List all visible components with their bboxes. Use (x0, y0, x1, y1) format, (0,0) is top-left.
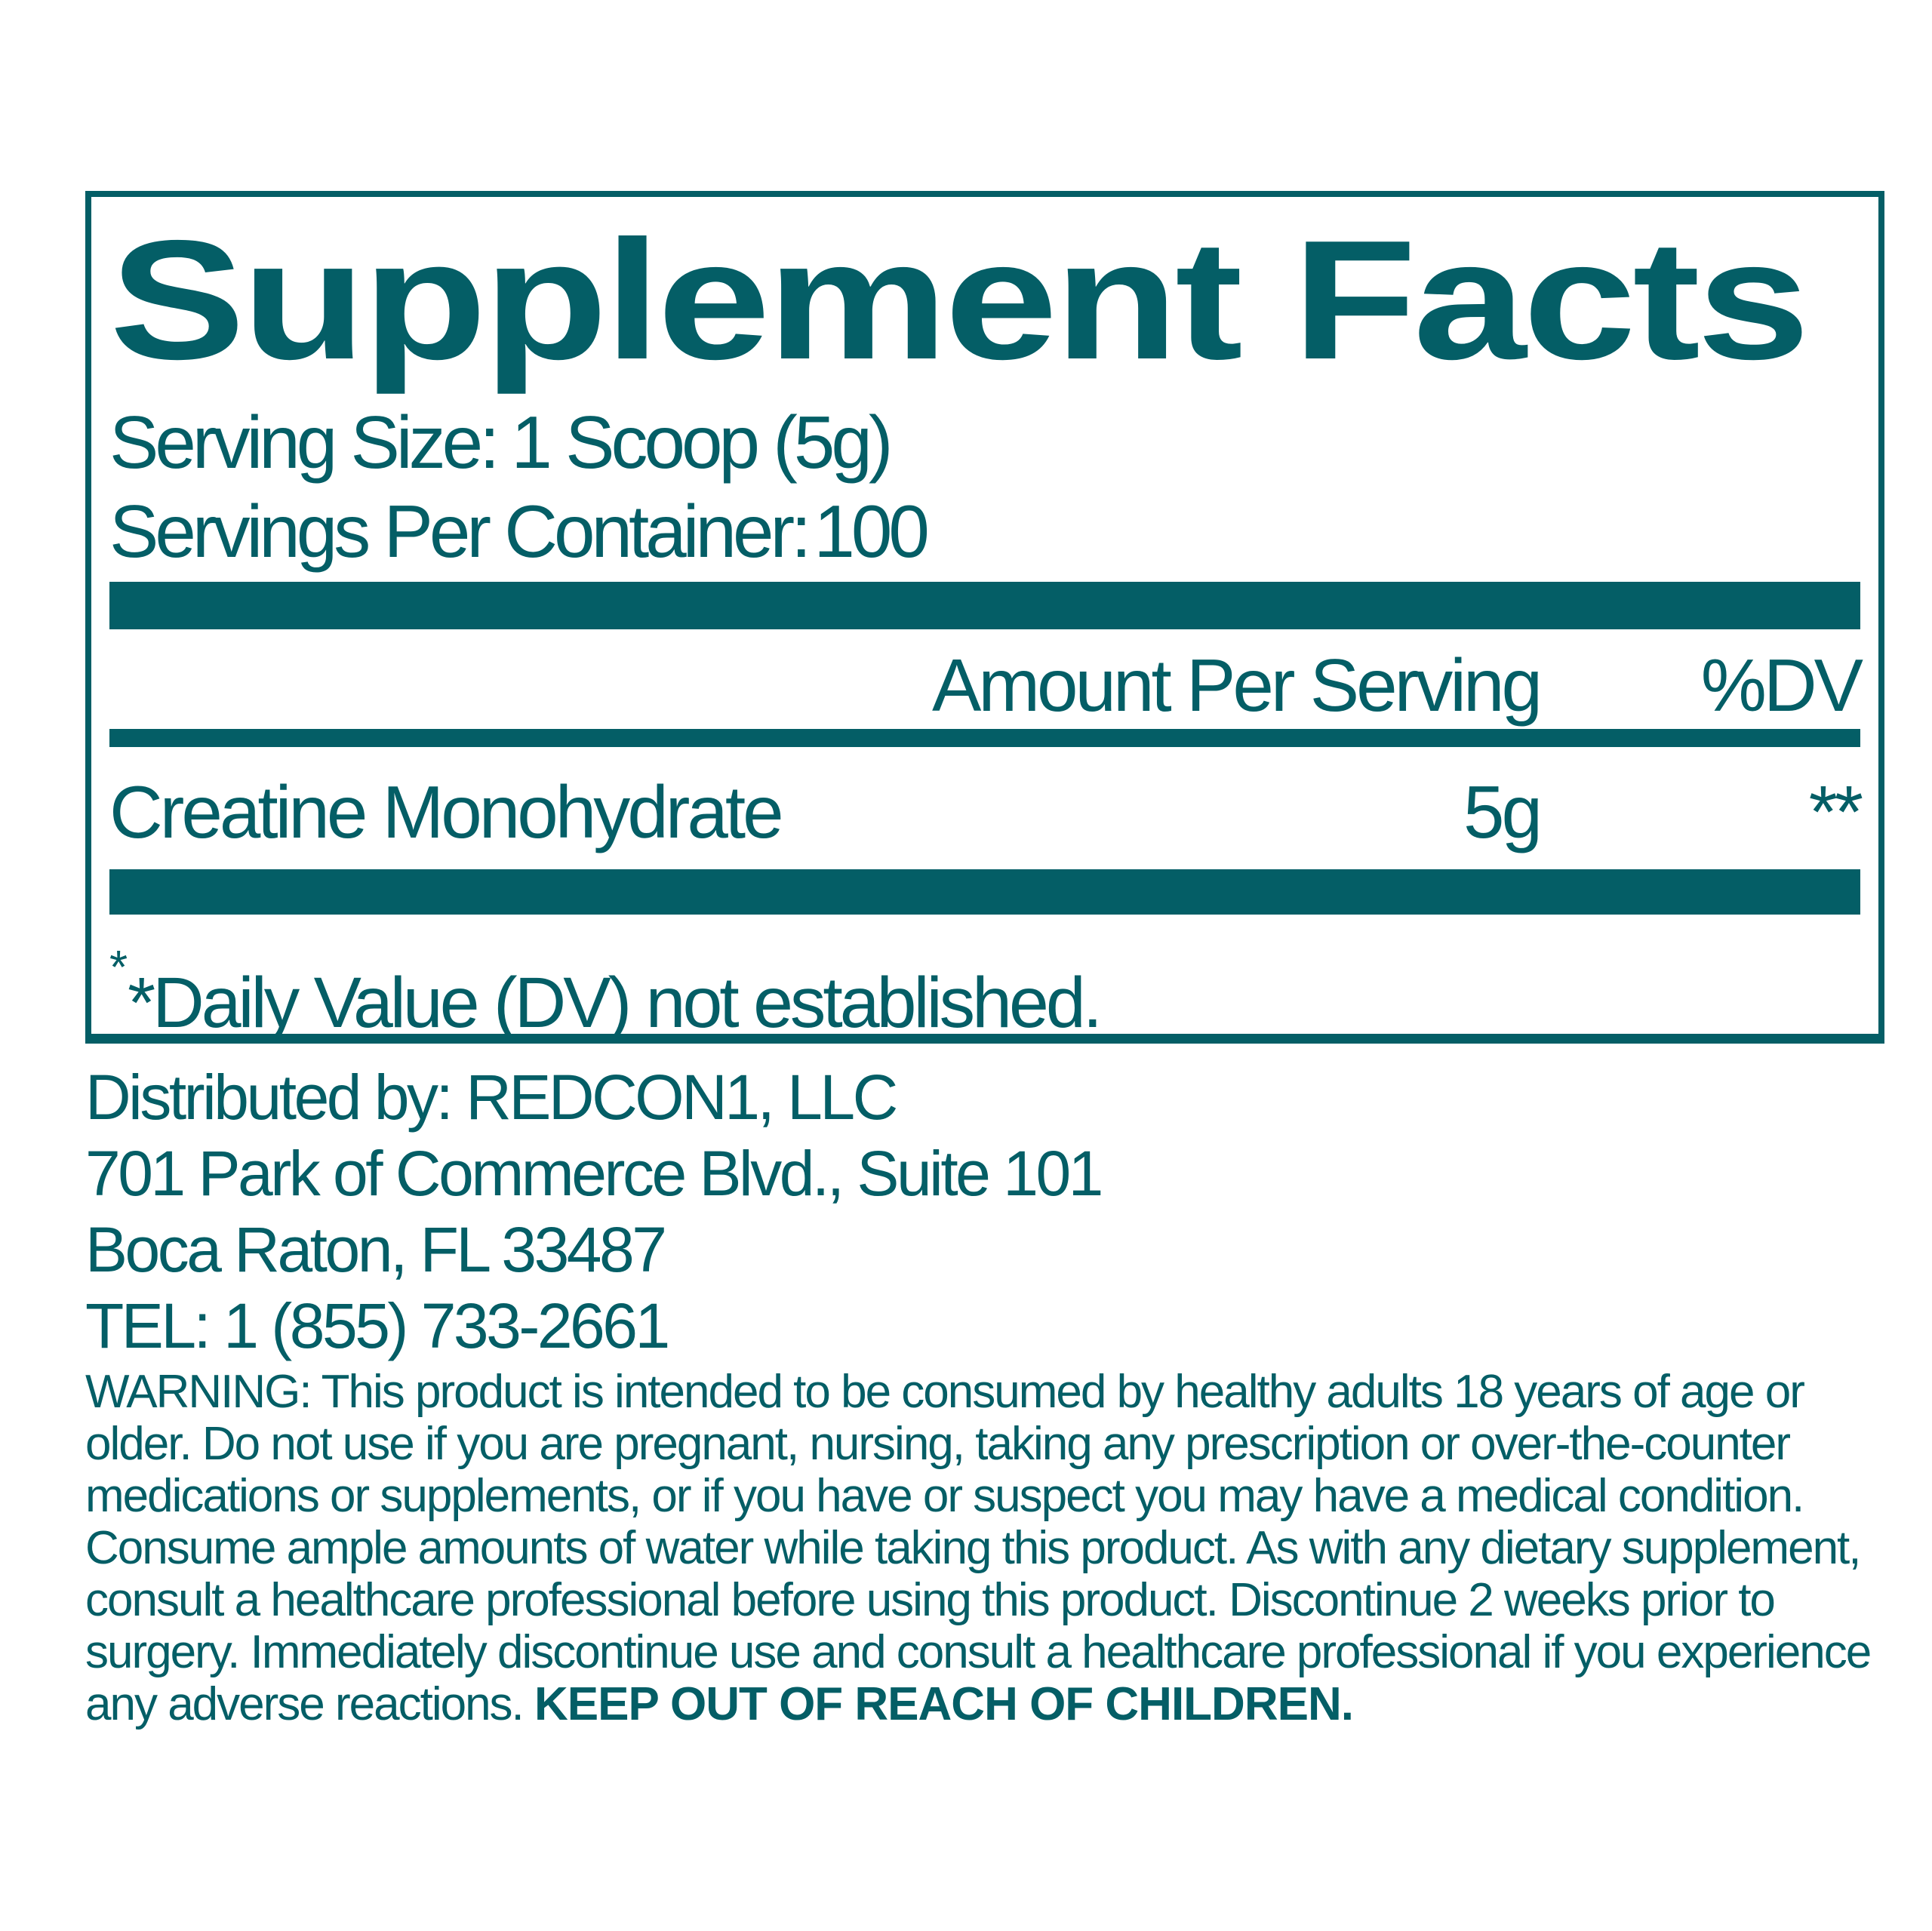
warning-emphasis: KEEP OUT OF REACH OF CHILDREN. (534, 1678, 1354, 1730)
servings-per-container-value: 100 (814, 489, 929, 573)
amount-per-serving-header: Amount Per Serving (932, 643, 1543, 727)
table-row: Creatine Monohydrate 5g ** (109, 770, 1863, 853)
serving-size-label: Serving Size: (109, 400, 500, 484)
warning-body: WARNING: This product is intended to be … (85, 1366, 1872, 1730)
divider-thin (109, 728, 1860, 747)
footnote-asterisk: * (109, 941, 128, 994)
distributor-line-2: 701 Park of Commerce Blvd., Suite 101 (85, 1138, 1103, 1209)
divider-thick-top (109, 581, 1860, 629)
distributor-line-1: Distributed by: REDCON1, LLC (85, 1062, 898, 1133)
table-header-row: Amount Per Serving %DV (109, 643, 1863, 727)
serving-size-line: Serving Size: 1 Scoop (5g) (109, 398, 1860, 487)
distributor-info: Distributed by: REDCON1, LLC 701 Park of… (85, 1059, 1103, 1364)
distributor-line-4: TEL: 1 (855) 733-2661 (85, 1290, 670, 1361)
distributor-line-3: Boca Raton, FL 33487 (85, 1214, 667, 1285)
percent-dv-header: %DV (1700, 643, 1863, 727)
serving-info: Serving Size: 1 Scoop (5g) Servings Per C… (109, 398, 1860, 576)
panel-title: Supplement Facts (109, 204, 1810, 395)
divider-thick-bottom (109, 869, 1860, 915)
warning-text: WARNING: This product is intended to be … (85, 1366, 1915, 1730)
servings-per-container-label: Servings Per Container: (109, 489, 811, 573)
supplement-facts-panel: Supplement Facts Serving Size: 1 Scoop (5… (85, 191, 1884, 1044)
ingredient-dv: ** (1808, 770, 1863, 853)
ingredient-name: Creatine Monohydrate (109, 770, 784, 853)
dv-footnote: **Daily Value (DV) not established. (109, 927, 1860, 1044)
footnote-text: *Daily Value (DV) not established. (128, 962, 1103, 1043)
ingredient-amount: 5g (1463, 770, 1543, 853)
servings-per-container-line: Servings Per Container:100 (109, 487, 1860, 576)
serving-size-value: 1 Scoop (5g) (511, 400, 893, 484)
